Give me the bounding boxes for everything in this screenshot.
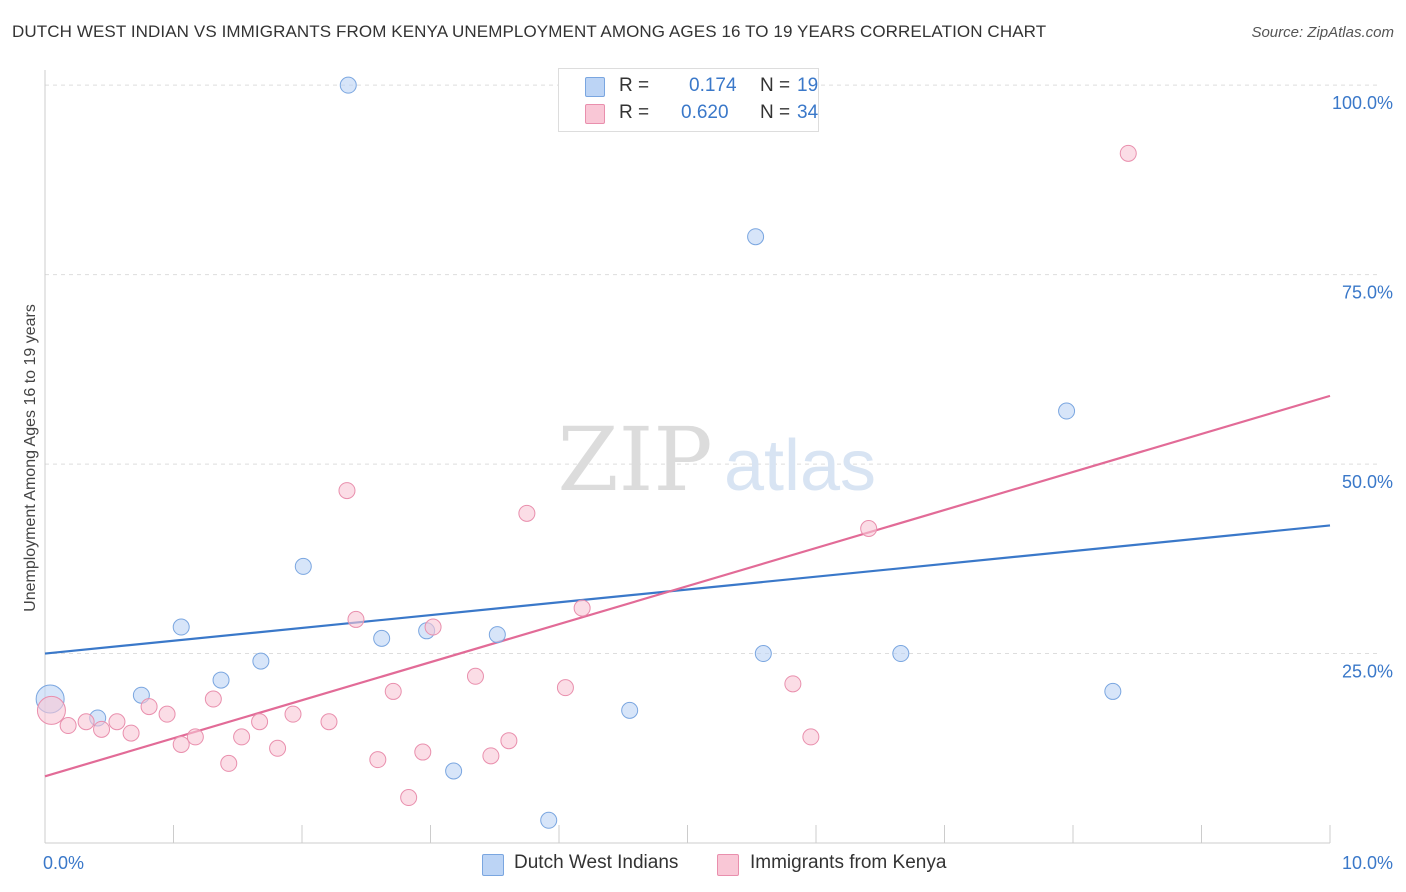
data-point-immigrants-from-kenya (172, 735, 190, 753)
data-point-dutch-west-indians (294, 557, 312, 575)
legend-r-label: R = (619, 75, 650, 96)
data-point-dutch-west-indians (540, 811, 558, 829)
data-point-dutch-west-indians (373, 629, 391, 647)
data-point-immigrants-from-kenya (414, 743, 432, 761)
data-point-dutch-west-indians (747, 228, 765, 246)
trendline-immigrants-from-kenya (44, 394, 1331, 778)
data-point-immigrants-from-kenya (108, 713, 126, 731)
watermark-atlas: atlas (724, 426, 876, 506)
data-point-immigrants-from-kenya (860, 519, 878, 537)
data-point-dutch-west-indians (339, 76, 357, 94)
data-point-dutch-west-indians (892, 645, 910, 663)
data-point-immigrants-from-kenya (186, 728, 204, 746)
data-point-immigrants-from-kenya (424, 618, 442, 636)
legend-r-value: 0.620 (681, 102, 729, 123)
data-point-immigrants-from-kenya (77, 713, 95, 731)
series-swatch-pink (717, 854, 739, 876)
data-point-immigrants-from-kenya (284, 705, 302, 723)
legend-swatch-pink (585, 104, 605, 124)
legend-n-label: N = (760, 102, 791, 123)
chart-title: DUTCH WEST INDIAN VS IMMIGRANTS FROM KEN… (12, 22, 1047, 41)
source-credit: Source: ZipAtlas.com (1251, 24, 1394, 41)
y-tick-label: 50.0% (1342, 472, 1393, 492)
legend-n-value: 19 (797, 75, 819, 96)
data-point-dutch-west-indians (488, 626, 506, 644)
series-label: Dutch West Indians (514, 852, 679, 873)
x-tick-label: 0.0% (43, 853, 84, 873)
data-point-immigrants-from-kenya (466, 667, 484, 685)
data-point-dutch-west-indians (754, 645, 772, 663)
series-swatch-blue (482, 854, 504, 876)
legend-r-label: R = (619, 102, 650, 123)
data-point-dutch-west-indians (445, 762, 463, 780)
correlation-legend: R = 0.174 N = 19 R = 0.620 N = 34 (558, 68, 819, 132)
legend-n-label: N = (760, 75, 791, 96)
data-point-dutch-west-indians (1058, 402, 1076, 420)
x-tick-label: 10.0% (1342, 853, 1393, 873)
data-point-immigrants-from-kenya (220, 754, 238, 772)
legend-r-value: 0.174 (689, 75, 737, 96)
data-point-immigrants-from-kenya (269, 739, 287, 757)
data-point-immigrants-from-kenya (784, 675, 802, 693)
data-point-immigrants-from-kenya (122, 724, 140, 742)
gridlines (45, 84, 1380, 655)
data-point-immigrants-from-kenya (369, 751, 387, 769)
data-point-immigrants-from-kenya (1119, 144, 1137, 162)
data-point-immigrants-from-kenya (204, 690, 222, 708)
data-point-immigrants-from-kenya (482, 747, 500, 765)
data-point-immigrants-from-kenya (36, 695, 66, 725)
data-point-immigrants-from-kenya (400, 789, 418, 807)
y-tick-label: 25.0% (1342, 662, 1393, 682)
legend-n-value: 34 (797, 102, 819, 123)
watermark: ZIP atlas (557, 408, 876, 511)
data-point-immigrants-from-kenya (59, 717, 77, 735)
data-point-dutch-west-indians (1104, 682, 1122, 700)
data-point-immigrants-from-kenya (158, 705, 176, 723)
y-tick-label: 75.0% (1342, 283, 1393, 303)
data-point-immigrants-from-kenya (518, 504, 536, 522)
y-tick-label: 100.0% (1332, 93, 1393, 113)
data-point-immigrants-from-kenya (347, 610, 365, 628)
data-point-immigrants-from-kenya (556, 679, 574, 697)
data-point-dutch-west-indians (252, 652, 270, 670)
data-point-immigrants-from-kenya (320, 713, 338, 731)
trendlines (44, 394, 1331, 778)
trendline-dutch-west-indians (44, 524, 1331, 655)
data-point-immigrants-from-kenya (93, 720, 111, 738)
data-point-dutch-west-indians (621, 701, 639, 719)
data-point-dutch-west-indians (172, 618, 190, 636)
watermark-zip: ZIP (557, 408, 712, 511)
data-point-immigrants-from-kenya (251, 713, 269, 731)
data-point-immigrants-from-kenya (573, 599, 591, 617)
data-point-immigrants-from-kenya (802, 728, 820, 746)
data-points (35, 76, 1137, 829)
tick-labels: 25.0% 50.0% 75.0% 100.0% 0.0% 10.0% (43, 93, 1393, 873)
legend-swatch-blue (585, 77, 605, 97)
data-point-immigrants-from-kenya (233, 728, 251, 746)
data-point-immigrants-from-kenya (338, 482, 356, 500)
data-point-immigrants-from-kenya (500, 732, 518, 750)
data-point-immigrants-from-kenya (384, 682, 402, 700)
data-point-immigrants-from-kenya (140, 698, 158, 716)
y-axis-label: Unemployment Among Ages 16 to 19 years (22, 304, 39, 612)
data-point-dutch-west-indians (212, 671, 230, 689)
series-label: Immigrants from Kenya (750, 852, 947, 873)
